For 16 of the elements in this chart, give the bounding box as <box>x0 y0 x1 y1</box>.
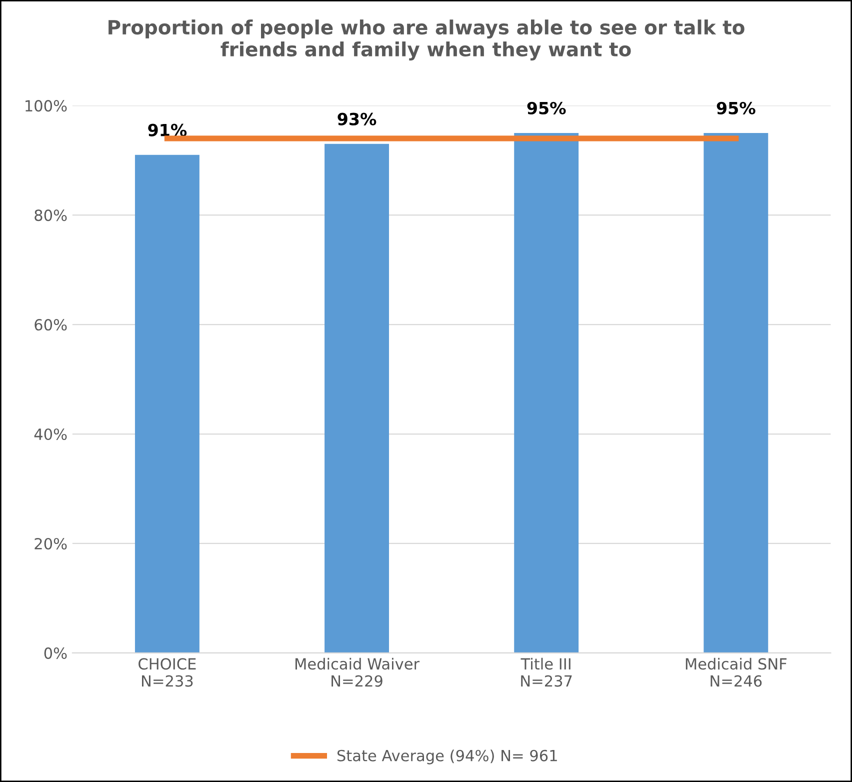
x-tick-label: CHOICE N=233 <box>138 658 196 687</box>
data-label: 93% <box>338 112 376 126</box>
y-tick-label: 100% <box>26 100 67 112</box>
x-tick-label: Medicaid SNF N=246 <box>686 658 787 687</box>
data-label: 95% <box>716 102 756 114</box>
y-tick-label: 20% <box>34 538 67 550</box>
y-tick-label: 80% <box>34 210 67 222</box>
data-label: 95% <box>527 102 566 114</box>
data-label: 91% <box>148 124 187 136</box>
x-tick-label: Title III N=237 <box>520 658 572 687</box>
y-tick-label: 0% <box>44 647 67 659</box>
legend-label: State Average (94%) N= 961 <box>337 750 557 764</box>
y-tick-label: 40% <box>34 428 67 440</box>
chart-title: Proportion of people who are always able to see or talk to friends and family when they want to <box>108 20 744 60</box>
x-tick-label: Medicaid Waiver N=229 <box>296 658 420 687</box>
y-tick-label: 60% <box>34 318 67 331</box>
